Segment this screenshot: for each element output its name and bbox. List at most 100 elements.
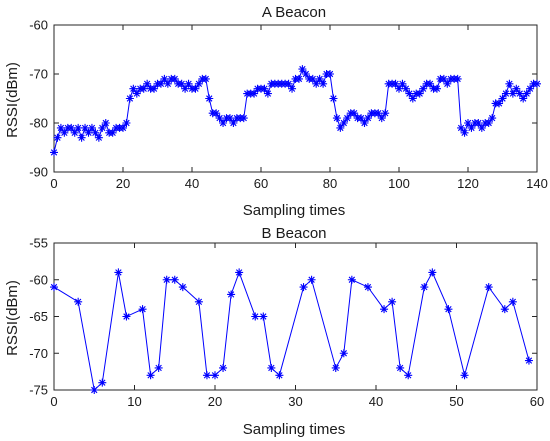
chart-b-data-point: [331, 363, 340, 372]
chart-a-data-point: [350, 109, 359, 118]
chart-b-data-point: [380, 305, 389, 314]
chart-a-data-point: [122, 119, 131, 127]
chart-a-data-point: [426, 79, 435, 88]
chart-a-data-point: [215, 114, 224, 123]
chart-b-ytick-label: -65: [29, 309, 48, 324]
chart-b-ytick-label: -70: [29, 346, 48, 361]
chart-a-data-point: [139, 84, 148, 93]
chart-a-data-point: [239, 114, 248, 123]
chart-a-data-point: [457, 123, 466, 132]
chart-a-data-point: [360, 119, 369, 127]
chart-a-data-point: [229, 119, 238, 127]
chart-b-data-point: [202, 371, 211, 380]
chart-a-data-point: [132, 89, 141, 98]
chart-a-data-point: [191, 84, 200, 93]
chart-b-title: B Beacon: [261, 225, 326, 242]
chart-a-data-point: [415, 89, 424, 98]
chart-b-data-point: [347, 275, 356, 284]
chart-a-data-point: [184, 79, 193, 88]
chart-a-data-point: [294, 74, 303, 83]
chart-a-data-point: [391, 79, 400, 88]
chart-b-data-point: [396, 363, 405, 372]
chart-b-xtick-label: 20: [208, 394, 222, 409]
chart-b-ytick-label: -60: [29, 272, 48, 287]
chart-a-data-point: [453, 74, 462, 83]
chart-a-ylabel: RSSI(dBm): [4, 62, 21, 138]
chart-b-data-point: [524, 356, 533, 365]
chart-b-xtick-label: 0: [50, 394, 57, 409]
chart-a-data-point: [477, 123, 486, 132]
chart-a-data-point: [439, 74, 448, 83]
chart-a-data-point: [94, 133, 103, 142]
chart-a-data-point: [522, 89, 531, 98]
chart-b-data-point: [194, 297, 203, 306]
chart-a-data-point: [91, 128, 100, 137]
chart-a-xtick-label: 120: [457, 176, 479, 191]
chart-b-data-point: [162, 275, 171, 284]
chart-b-data-point: [267, 363, 276, 372]
chart-a-data-point: [443, 79, 452, 88]
chart-a-data-point: [125, 94, 134, 103]
chart-a-data-point: [374, 109, 383, 118]
chart-a-data-point: [408, 94, 417, 103]
chart-a-ytick-label: -90: [29, 165, 48, 180]
chart-a-data-point: [519, 94, 528, 103]
chart-b-data-point: [138, 305, 147, 314]
chart-a-data-point: [343, 114, 352, 123]
chart-a-data-point: [464, 119, 472, 127]
chart-a-data-point: [495, 99, 504, 108]
chart-a-data-point: [401, 84, 410, 93]
chart-b-data-point: [170, 275, 179, 284]
chart-b-ytick-label: -75: [29, 383, 48, 398]
chart-a-ytick-label: -80: [29, 116, 48, 131]
chart-b-xtick-label: 40: [369, 394, 383, 409]
chart-a-data-point: [143, 79, 152, 88]
chart-a-data-point: [395, 84, 403, 93]
chart-a-data-point: [201, 74, 210, 83]
chart-a-title: A Beacon: [262, 4, 326, 21]
chart-a-data-point: [288, 84, 297, 93]
chart-a-xtick-label: 100: [388, 176, 410, 191]
chart-a-data-point: [101, 119, 110, 127]
chart-b-data-point: [500, 305, 509, 314]
chart-a-data-point: [74, 123, 83, 132]
chart-a-data-point: [501, 89, 510, 98]
chart-b-data-point: [74, 297, 83, 306]
chart-a-ytick-label: -70: [29, 67, 48, 82]
chart-a-data-point: [329, 94, 338, 103]
chart-a-ytick-label: -60: [29, 18, 48, 33]
chart-a-data-point: [308, 74, 317, 83]
chart-b-data-point: [363, 283, 372, 292]
chart-b-data-point: [146, 371, 155, 380]
chart-a-xtick-label: 140: [526, 176, 548, 191]
chart-b-data-point: [178, 283, 187, 292]
chart-b-data-point: [420, 283, 429, 292]
chart-a-data-point: [298, 65, 307, 74]
chart-b-beacon: B Beacon 0 10 20 30 40 50 60 -75 -70 -65 -60 -55 Sa…: [4, 225, 544, 438]
chart-a-data-point: [50, 148, 58, 157]
chart-a-data-point: [326, 70, 334, 78]
chart-a-data-point: [250, 89, 259, 98]
chart-a-data-point: [87, 123, 96, 132]
chart-a-data-point: [70, 128, 79, 137]
chart-a-data-point: [505, 79, 514, 88]
chart-a-data-point: [460, 128, 469, 137]
chart-b-data-point: [404, 371, 413, 380]
chart-b-data-point: [444, 305, 453, 314]
chart-a-xtick-label: 40: [185, 176, 199, 191]
chart-a-data-point: [205, 94, 214, 103]
chart-b-data-point: [211, 371, 219, 380]
chart-a-data-point: [512, 84, 521, 93]
chart-a-data-point: [432, 84, 441, 93]
chart-a-data-point: [81, 123, 90, 132]
chart-b-ylabel: RSSI(dBm): [4, 280, 21, 356]
chart-b-data-point: [98, 378, 107, 387]
chart-b-xtick-label: 30: [288, 394, 302, 409]
chart-b-data-point: [90, 386, 99, 394]
chart-a-data-point: [163, 79, 172, 88]
chart-a-xtick-label: 80: [323, 176, 337, 191]
chart-a-data-point: [381, 109, 390, 118]
chart-a-data-point: [312, 79, 321, 88]
chart-a-data-point: [332, 114, 341, 123]
chart-b-data-point: [50, 283, 58, 292]
